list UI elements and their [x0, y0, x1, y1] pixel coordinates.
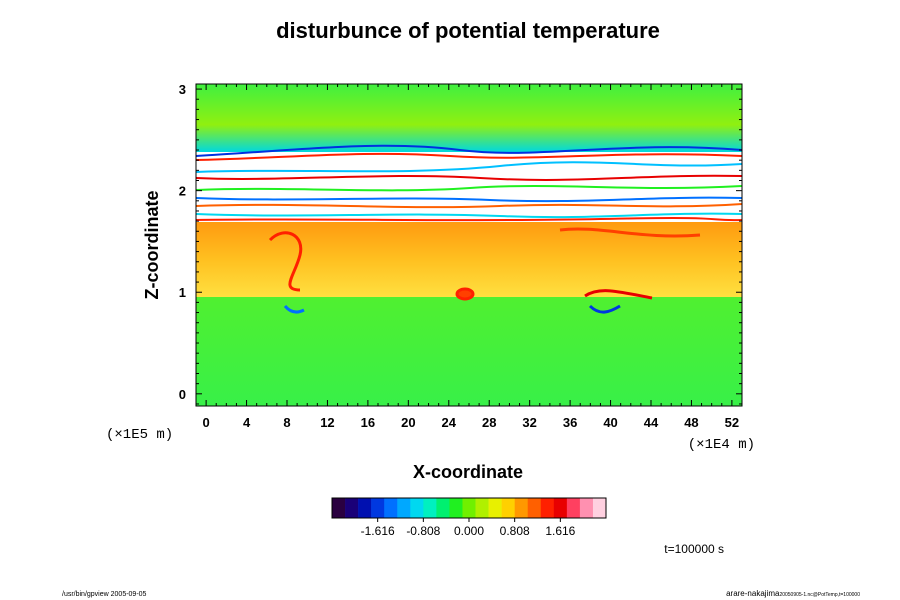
colorbar-segment: [501, 498, 515, 518]
colorbar-ticks: -1.616 -0.808 0.000 0.808 1.616: [361, 518, 576, 538]
x-tick-label: 16: [361, 415, 375, 430]
y-tick-label: 0: [179, 387, 186, 402]
x-axis: 0 4 8 12 16 20 24 28 32 36 40 44 48 52: [195, 84, 743, 430]
colorbar-segment: [384, 498, 398, 518]
colorbar-segment: [332, 498, 346, 518]
colorbar-segment: [553, 498, 568, 518]
x-tick-label: 32: [522, 415, 536, 430]
colorbar-segment: [423, 498, 437, 518]
field-lower-layer: [196, 296, 742, 406]
colorbar: [332, 498, 607, 518]
colorbar-segment: [371, 498, 385, 518]
x-axis-label: X-coordinate: [413, 462, 523, 482]
colorbar-segment: [527, 498, 542, 518]
plot-area: [196, 84, 742, 406]
colorbar-segment: [488, 498, 502, 518]
y-scale-note: (×1E5 m): [106, 427, 173, 443]
y-axis: 0 1 2 3: [179, 82, 742, 405]
field-upper-layer: [196, 84, 742, 152]
x-tick-label: 20: [401, 415, 415, 430]
warm-layer-features: [268, 227, 701, 314]
footer-left: /usr/bin/gpview 2005-09-05: [62, 591, 147, 598]
colorbar-segment: [358, 498, 372, 518]
footer-right-detail: 20050905-1.nc@PotTemp,t=100000: [779, 592, 860, 598]
y-tick-label: 2: [179, 184, 186, 199]
x-tick-label: 52: [725, 415, 739, 430]
colorbar-tick-label: 1.616: [545, 524, 575, 538]
colorbar-segment: [449, 498, 463, 518]
chart-title: disturbunce of potential temperature: [276, 18, 660, 43]
upper-band-streaks: [196, 144, 742, 222]
y-tick-label: 1: [179, 285, 186, 300]
x-tick-label: 48: [684, 415, 698, 430]
colorbar-segment: [514, 498, 529, 518]
field-saturated-band: [196, 150, 742, 222]
x-tick-label: 40: [603, 415, 617, 430]
colorbar-tick-label: -1.616: [361, 524, 395, 538]
y-axis-label: Z-coordinate: [142, 190, 162, 299]
colorbar-segment: [540, 498, 555, 518]
colorbar-segment: [397, 498, 411, 518]
colorbar-segment: [462, 498, 476, 518]
x-tick-label: 8: [283, 415, 290, 430]
x-scale-note: (×1E4 m): [688, 437, 755, 453]
colorbar-tick-label: 0.000: [454, 524, 484, 538]
colorbar-segment: [436, 498, 450, 518]
colorbar-tick-label: -0.808: [406, 524, 440, 538]
y-tick-label: 3: [179, 82, 186, 97]
colorbar-segment: [345, 498, 359, 518]
colorbar-segment: [579, 498, 594, 518]
x-tick-label: 28: [482, 415, 496, 430]
footer-right: arare-nakajima20050905-1.nc@PotTemp,t=10…: [726, 589, 860, 598]
colorbar-segment: [410, 498, 424, 518]
colorbar-segment: [592, 498, 607, 518]
x-tick-label: 12: [320, 415, 334, 430]
footer-right-name: arare-nakajima: [726, 589, 780, 598]
x-tick-label: 44: [644, 415, 659, 430]
x-tick-label: 0: [202, 415, 209, 430]
colorbar-segment: [566, 498, 581, 518]
x-tick-label: 36: [563, 415, 577, 430]
colorbar-tick-label: 0.808: [500, 524, 530, 538]
colorbar-segment: [475, 498, 489, 518]
x-tick-label: 24: [442, 415, 457, 430]
time-label: t=100000 s: [664, 542, 724, 556]
x-tick-label: 4: [243, 415, 251, 430]
